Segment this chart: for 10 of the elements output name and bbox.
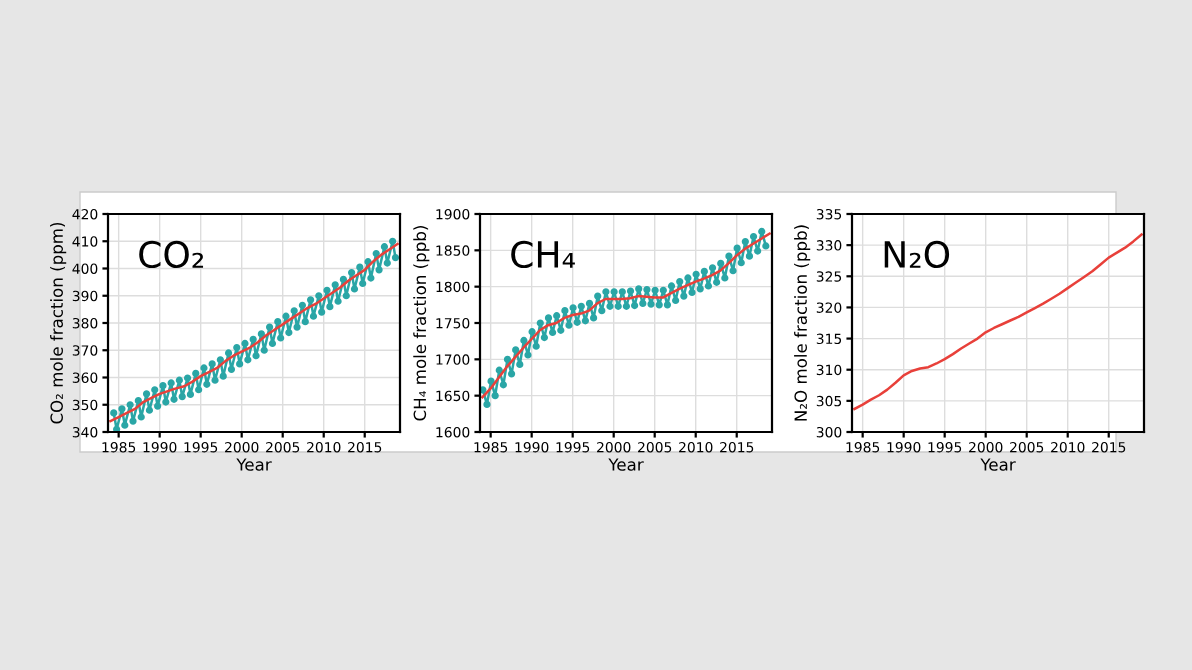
text: N₂O	[884, 240, 950, 269]
text: CH₄	[511, 240, 575, 269]
y-axis-title: CH₄ mole fraction (ppb)	[413, 226, 430, 421]
y-axis-title: CO₂ mole fraction (ppm)	[50, 222, 67, 424]
y-axis-title: N₂O mole fraction (ppb)	[794, 225, 811, 421]
x-axis-title: Year	[608, 458, 644, 471]
text: CO₂	[139, 240, 204, 269]
x-axis-title: Year	[980, 458, 1016, 471]
line-series	[853, 233, 1143, 411]
x-axis-title: Year	[236, 458, 272, 471]
